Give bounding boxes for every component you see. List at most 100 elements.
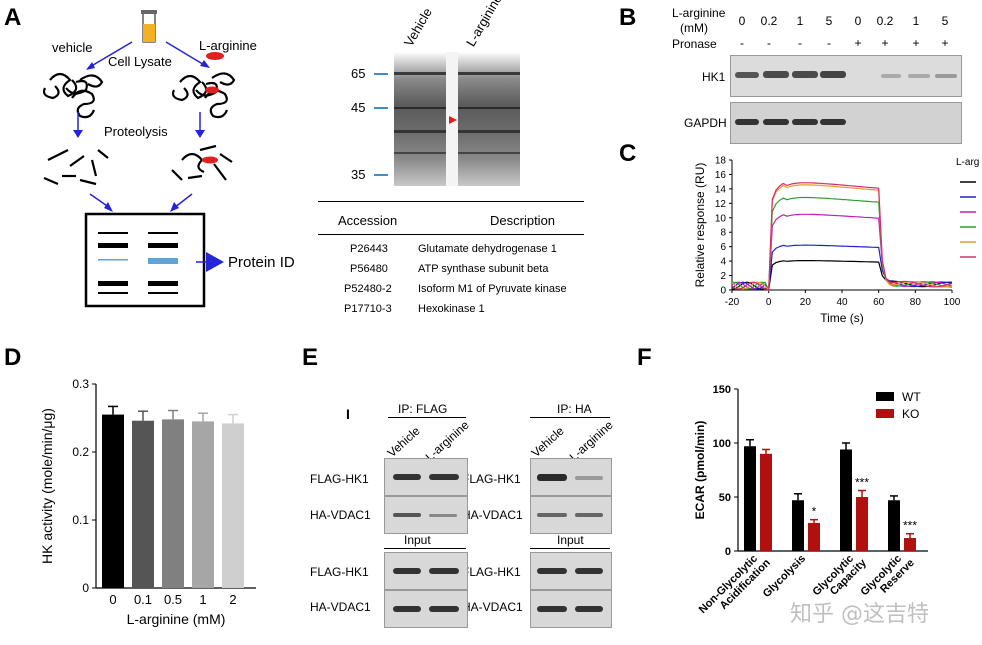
table-header-accession: Accession [338, 213, 398, 228]
panel-a-label: A [4, 4, 22, 31]
y-tick-label: 18 [715, 156, 727, 167]
table-cell: P17710-3 [344, 303, 392, 315]
peptides-left [43, 149, 109, 186]
y-tick-label: 0 [720, 286, 726, 297]
e-input-1: Input [404, 533, 431, 547]
significance-mark: *** [855, 476, 869, 490]
gel-bands [98, 232, 178, 294]
x-tick-label: 2 [229, 592, 236, 607]
e-flag-hk1-2: FLAG-HK1 [462, 472, 521, 486]
y-axis-label: ECAR (pmol/min) [693, 421, 707, 520]
e-ha-vdac1-2: HA-VDAC1 [462, 508, 523, 522]
y-axis-label: Relative response (RU) [693, 163, 707, 288]
series-line-200 [731, 213, 953, 291]
table-header-description: Description [490, 213, 556, 228]
bar-WT [792, 500, 804, 551]
b-concentration-label: 0 [738, 14, 746, 28]
bar [222, 423, 244, 588]
gel-lane-l-arginine: L-arginine [463, 0, 505, 50]
hk1-blot [730, 55, 962, 97]
bar-WT [840, 449, 852, 551]
e-flag-hk1-1: FLAG-HK1 [310, 472, 369, 486]
protein-id-label: Protein ID [228, 254, 295, 271]
y-tick-label: 150 [713, 384, 731, 396]
bar [192, 421, 214, 588]
table-cell: P56480 [350, 263, 388, 275]
x-tick-label-line: Glycolysis [761, 553, 808, 600]
panel-d-label: D [4, 344, 22, 371]
y-tick-label: 16 [715, 170, 727, 181]
bar-WT [744, 446, 756, 551]
b-l-arginine-label: L-arginine [672, 6, 726, 20]
y-tick-label: 0 [725, 546, 731, 558]
legend-swatch [876, 392, 894, 401]
silver-stain-gel [394, 52, 520, 186]
e-input-flag-hk1-1: FLAG-HK1 [310, 565, 369, 579]
peptides-right [171, 144, 233, 181]
table-cell: Glutamate dehydrogenase 1 [418, 243, 557, 255]
table-cell: P26443 [350, 243, 388, 255]
bar-KO [808, 522, 820, 551]
y-tick-label: 14 [715, 184, 727, 195]
x-tick-label: 60 [873, 297, 885, 308]
bar [132, 420, 154, 588]
b-pronase-mark: - [827, 36, 831, 50]
y-tick-label: 100 [713, 438, 731, 450]
e-input-2: Input [557, 533, 584, 547]
bar-WT [888, 500, 900, 551]
bar-KO [904, 538, 916, 551]
panel-e-label: E [302, 344, 319, 371]
e-input-flag-hk1-2: FLAG-HK1 [462, 565, 521, 579]
x-tick-label: 0 [766, 297, 772, 308]
table-cell: ATP synthase subunit beta [418, 263, 549, 275]
b-pronase-mark: - [767, 36, 771, 50]
b-concentration-label: 0.2 [876, 14, 894, 28]
b-pronase-mark: + [941, 36, 949, 50]
test-tube-icon [141, 10, 157, 43]
y-tick-label: 0.1 [72, 513, 89, 527]
b-concentration-label: 1 [796, 14, 804, 28]
y-tick-label: 10 [715, 213, 727, 224]
proteolysis-label: Proteolysis [104, 124, 168, 139]
bar [102, 414, 124, 588]
gel-lane-vehicle: Vehicle [401, 5, 435, 49]
x-tick-label: 20 [800, 297, 812, 308]
bar [162, 419, 184, 588]
y-tick-label: 6 [720, 242, 726, 253]
table-cell: Isoform M1 of Pyruvate kinase [418, 283, 567, 295]
series-line-800 [731, 182, 953, 291]
x-axis-label: Time (s) [820, 311, 864, 325]
b-pronase-mark: + [912, 36, 920, 50]
arrow-right-icon [206, 252, 224, 272]
legend-swatch [876, 409, 894, 418]
series-line-400 [731, 196, 953, 293]
series-line-600 [731, 184, 953, 292]
y-tick-label: 8 [720, 228, 726, 239]
b-row-hk1: HK1 [702, 70, 726, 84]
red-arrow-icon [449, 116, 457, 124]
e-mark: I [346, 406, 350, 422]
ip-flag-label: IP: FLAG [398, 402, 448, 416]
gapdh-blot [730, 102, 962, 144]
marker-45: 45 [351, 100, 366, 115]
x-tick-label: 1 [199, 592, 206, 607]
vehicle-label: vehicle [52, 40, 93, 55]
marker-35: 35 [351, 167, 366, 182]
e-lane-vehicle-1: Vehicle [384, 423, 423, 460]
bar-KO [760, 453, 772, 551]
hk-activity-bar-chart: 0 0.1 0.2 0.3 0 0.1 0.5 1 2L-arginine (mM) HK act… [39, 377, 256, 627]
e-input-ha-vdac1-1: HA-VDAC1 [310, 600, 371, 614]
b-pronase-mark: - [798, 36, 802, 50]
b-concentration-label: 5 [941, 14, 949, 28]
x-tick-label: 0 [109, 592, 116, 607]
table-cell: Hexokinase 1 [418, 303, 485, 315]
y-tick-label: 50 [719, 492, 731, 504]
x-tick-label: 40 [836, 297, 848, 308]
x-tick-label: -20 [725, 297, 740, 308]
legend-title: L-arginine (μM) [956, 157, 980, 168]
x-tick-label: 0.1 [134, 592, 152, 607]
y-tick-label: 4 [720, 257, 726, 268]
